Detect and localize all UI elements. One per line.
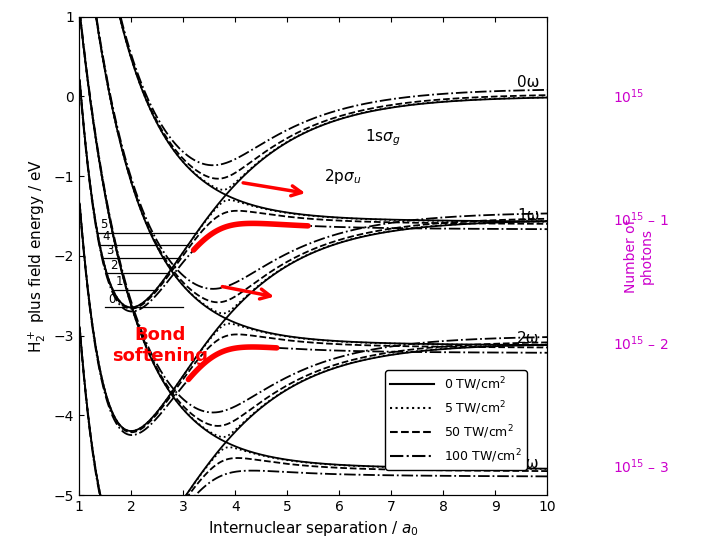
Legend: 0 TW/cm$^2$, 5 TW/cm$^2$, 50 TW/cm$^2$, 100 TW/cm$^2$: 0 TW/cm$^2$, 5 TW/cm$^2$, 50 TW/cm$^2$, … xyxy=(385,371,527,470)
Text: $10^{15}$ – 2: $10^{15}$ – 2 xyxy=(613,334,668,353)
Text: 1: 1 xyxy=(116,276,124,288)
Text: 2ω: 2ω xyxy=(517,331,539,346)
X-axis label: Internuclear separation / $a_0$: Internuclear separation / $a_0$ xyxy=(207,519,419,538)
Text: 4: 4 xyxy=(103,230,110,243)
Text: 2p$\sigma_u$: 2p$\sigma_u$ xyxy=(323,167,361,185)
Text: 1s$\sigma_g$: 1s$\sigma_g$ xyxy=(365,128,401,148)
Text: 0: 0 xyxy=(108,293,116,306)
Text: 5: 5 xyxy=(101,218,108,231)
Text: 2: 2 xyxy=(110,258,117,272)
Text: 1ω: 1ω xyxy=(517,208,539,223)
Text: $10^{15}$ – 3: $10^{15}$ – 3 xyxy=(613,458,669,476)
Y-axis label: Number of
photons: Number of photons xyxy=(624,219,654,293)
Text: 3ω: 3ω xyxy=(517,455,539,471)
Text: $10^{15}$: $10^{15}$ xyxy=(613,87,644,106)
Text: Bond
softening: Bond softening xyxy=(112,326,208,365)
Y-axis label: H$_2^+$ plus field energy / eV: H$_2^+$ plus field energy / eV xyxy=(27,159,48,353)
Text: 0ω: 0ω xyxy=(517,75,539,90)
Text: 3: 3 xyxy=(106,244,113,256)
Text: $10^{15}$ – 1: $10^{15}$ – 1 xyxy=(613,211,669,229)
